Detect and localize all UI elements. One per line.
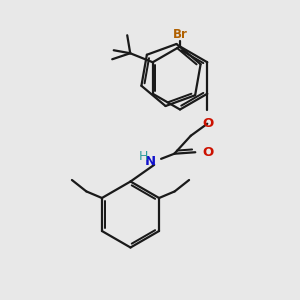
Text: Br: Br	[172, 28, 188, 41]
Text: N: N	[145, 155, 156, 168]
Text: O: O	[202, 117, 214, 130]
Text: O: O	[202, 146, 213, 159]
Text: H: H	[138, 150, 148, 163]
